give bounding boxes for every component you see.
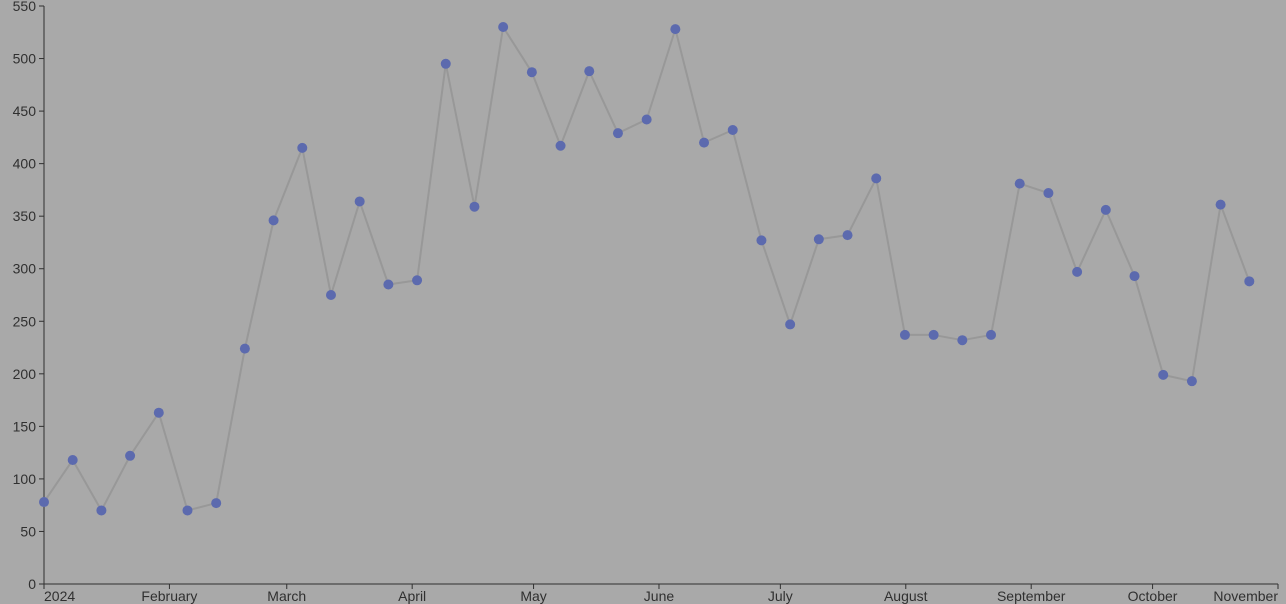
- data-point: [1101, 205, 1111, 215]
- data-point: [412, 275, 422, 285]
- data-point: [556, 141, 566, 151]
- y-tick-label: 200: [13, 366, 37, 382]
- data-point: [843, 230, 853, 240]
- y-tick-label: 50: [20, 523, 36, 539]
- data-point: [699, 138, 709, 148]
- data-point: [642, 115, 652, 125]
- x-tick-label: November: [1213, 588, 1278, 604]
- data-point: [1072, 267, 1082, 277]
- data-point: [1244, 276, 1254, 286]
- x-tick-label: April: [398, 588, 426, 604]
- data-point: [68, 455, 78, 465]
- x-tick-label: July: [768, 588, 793, 604]
- data-point: [469, 202, 479, 212]
- y-tick-label: 250: [13, 313, 37, 329]
- data-point: [355, 196, 365, 206]
- x-tick-label: February: [141, 588, 197, 604]
- y-tick-label: 450: [13, 103, 37, 119]
- data-point: [1043, 188, 1053, 198]
- data-point: [154, 408, 164, 418]
- data-point: [728, 125, 738, 135]
- data-point: [1187, 376, 1197, 386]
- data-point: [527, 67, 537, 77]
- data-point: [1015, 179, 1025, 189]
- y-tick-label: 300: [13, 261, 37, 277]
- time-series-chart: 0 50 100 150 200 250 300 350 400 450 500 550 2024 Feb…: [0, 0, 1286, 604]
- data-point: [96, 505, 106, 515]
- data-point: [326, 290, 336, 300]
- y-tick-label: 500: [13, 51, 37, 67]
- data-point: [211, 498, 221, 508]
- data-point: [670, 24, 680, 34]
- data-point: [871, 173, 881, 183]
- y-tick-label: 100: [13, 471, 37, 487]
- x-tick-label: August: [884, 588, 928, 604]
- data-point: [269, 215, 279, 225]
- data-point: [613, 128, 623, 138]
- data-point: [441, 59, 451, 69]
- data-point: [182, 505, 192, 515]
- data-point: [125, 451, 135, 461]
- data-point: [240, 344, 250, 354]
- data-point: [785, 319, 795, 329]
- y-tick-label: 350: [13, 208, 37, 224]
- data-point: [584, 66, 594, 76]
- chart-background: [0, 0, 1286, 604]
- x-tick-label: March: [267, 588, 306, 604]
- x-tick-label: October: [1128, 588, 1178, 604]
- data-point: [297, 143, 307, 153]
- data-point: [986, 330, 996, 340]
- x-tick-label: September: [997, 588, 1066, 604]
- data-point: [1158, 370, 1168, 380]
- y-tick-label: 0: [28, 576, 36, 592]
- chart-svg: 0 50 100 150 200 250 300 350 400 450 500 550 2024 Feb…: [0, 0, 1286, 604]
- data-point: [957, 335, 967, 345]
- x-tick-label: 2024: [44, 588, 75, 604]
- x-tick-label: May: [520, 588, 546, 604]
- x-tick-label: June: [644, 588, 675, 604]
- y-tick-label: 550: [13, 0, 37, 14]
- data-point: [498, 22, 508, 32]
- data-point: [756, 235, 766, 245]
- data-point: [1216, 200, 1226, 210]
- y-tick-label: 150: [13, 418, 37, 434]
- data-point: [814, 234, 824, 244]
- data-point: [929, 330, 939, 340]
- data-point: [383, 279, 393, 289]
- data-point: [1130, 271, 1140, 281]
- data-point: [39, 497, 49, 507]
- data-point: [900, 330, 910, 340]
- y-tick-label: 400: [13, 156, 37, 172]
